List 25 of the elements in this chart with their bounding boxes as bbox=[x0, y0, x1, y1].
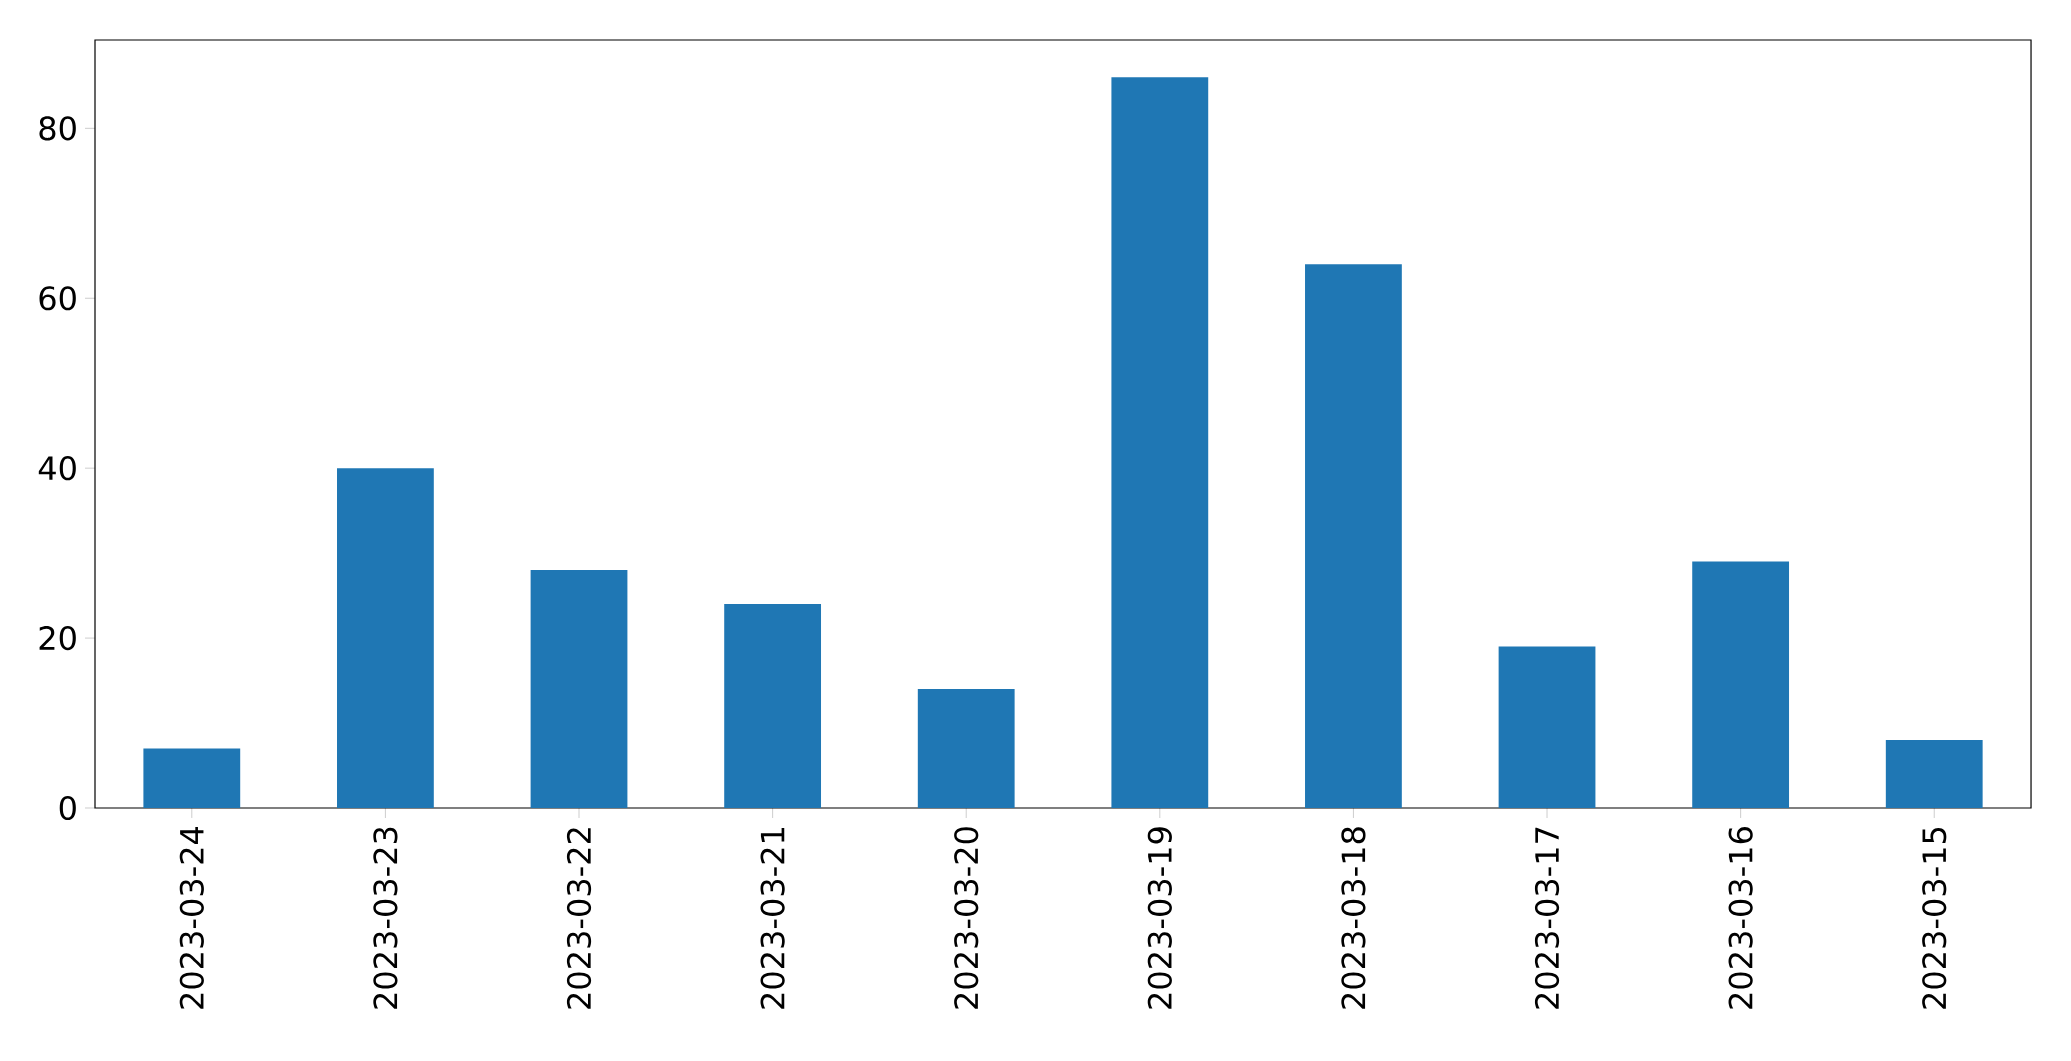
bar bbox=[143, 748, 241, 808]
bar bbox=[530, 570, 628, 808]
x-tick-label: 2023-03-19 bbox=[1147, 827, 1172, 1009]
x-tick-label: 2023-03-15 bbox=[1922, 827, 1947, 1009]
bar bbox=[1498, 646, 1596, 808]
x-tick-label: 2023-03-22 bbox=[566, 828, 592, 1009]
bar bbox=[1111, 77, 1209, 808]
bar bbox=[917, 689, 1015, 808]
bar bbox=[1692, 561, 1790, 808]
bar bbox=[724, 604, 822, 808]
bar bbox=[337, 468, 434, 808]
x-tick-label: 2023-03-20 bbox=[954, 827, 979, 1009]
y-tick-label: 60 bbox=[39, 286, 76, 311]
y-tick-label: 20 bbox=[39, 625, 76, 651]
bar bbox=[1885, 740, 1983, 808]
x-tick-label: 2023-03-17 bbox=[1534, 827, 1560, 1009]
y-tick-label: 40 bbox=[38, 456, 76, 481]
x-tick-label: 2023-03-21 bbox=[760, 828, 785, 1009]
x-tick-label: 2023-03-23 bbox=[373, 827, 398, 1009]
y-tick-label: 0 bbox=[59, 795, 76, 821]
y-tick-label: 80 bbox=[39, 116, 76, 141]
x-tick-label: 2023-03-16 bbox=[1728, 827, 1753, 1009]
x-tick-label: 2023-03-18 bbox=[1341, 827, 1366, 1009]
x-tick-label: 2023-03-24 bbox=[179, 826, 204, 1009]
bar bbox=[1305, 264, 1402, 808]
